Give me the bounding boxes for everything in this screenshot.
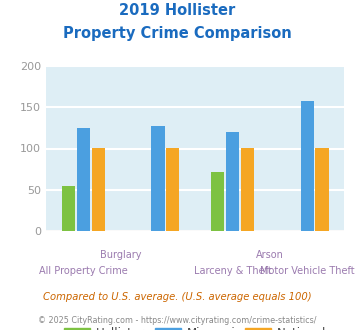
- Text: Motor Vehicle Theft: Motor Vehicle Theft: [260, 266, 354, 276]
- Bar: [92, 148, 105, 231]
- Bar: [62, 185, 75, 231]
- Text: 2019 Hollister: 2019 Hollister: [119, 3, 236, 18]
- Bar: [241, 148, 254, 231]
- Bar: [211, 172, 224, 231]
- Text: © 2025 CityRating.com - https://www.cityrating.com/crime-statistics/: © 2025 CityRating.com - https://www.city…: [38, 316, 317, 325]
- Text: Larceny & Theft: Larceny & Theft: [193, 266, 272, 276]
- Text: Property Crime Comparison: Property Crime Comparison: [63, 26, 292, 41]
- Text: Compared to U.S. average. (U.S. average equals 100): Compared to U.S. average. (U.S. average …: [43, 292, 312, 302]
- Bar: [316, 148, 328, 231]
- Bar: [226, 132, 239, 231]
- Text: All Property Crime: All Property Crime: [39, 266, 128, 276]
- Legend: Hollister, Missouri, National: Hollister, Missouri, National: [60, 323, 331, 330]
- Text: Arson: Arson: [256, 250, 284, 260]
- Bar: [166, 148, 179, 231]
- Bar: [77, 128, 90, 231]
- Text: Burglary: Burglary: [100, 250, 141, 260]
- Bar: [301, 102, 313, 231]
- Bar: [152, 126, 164, 231]
